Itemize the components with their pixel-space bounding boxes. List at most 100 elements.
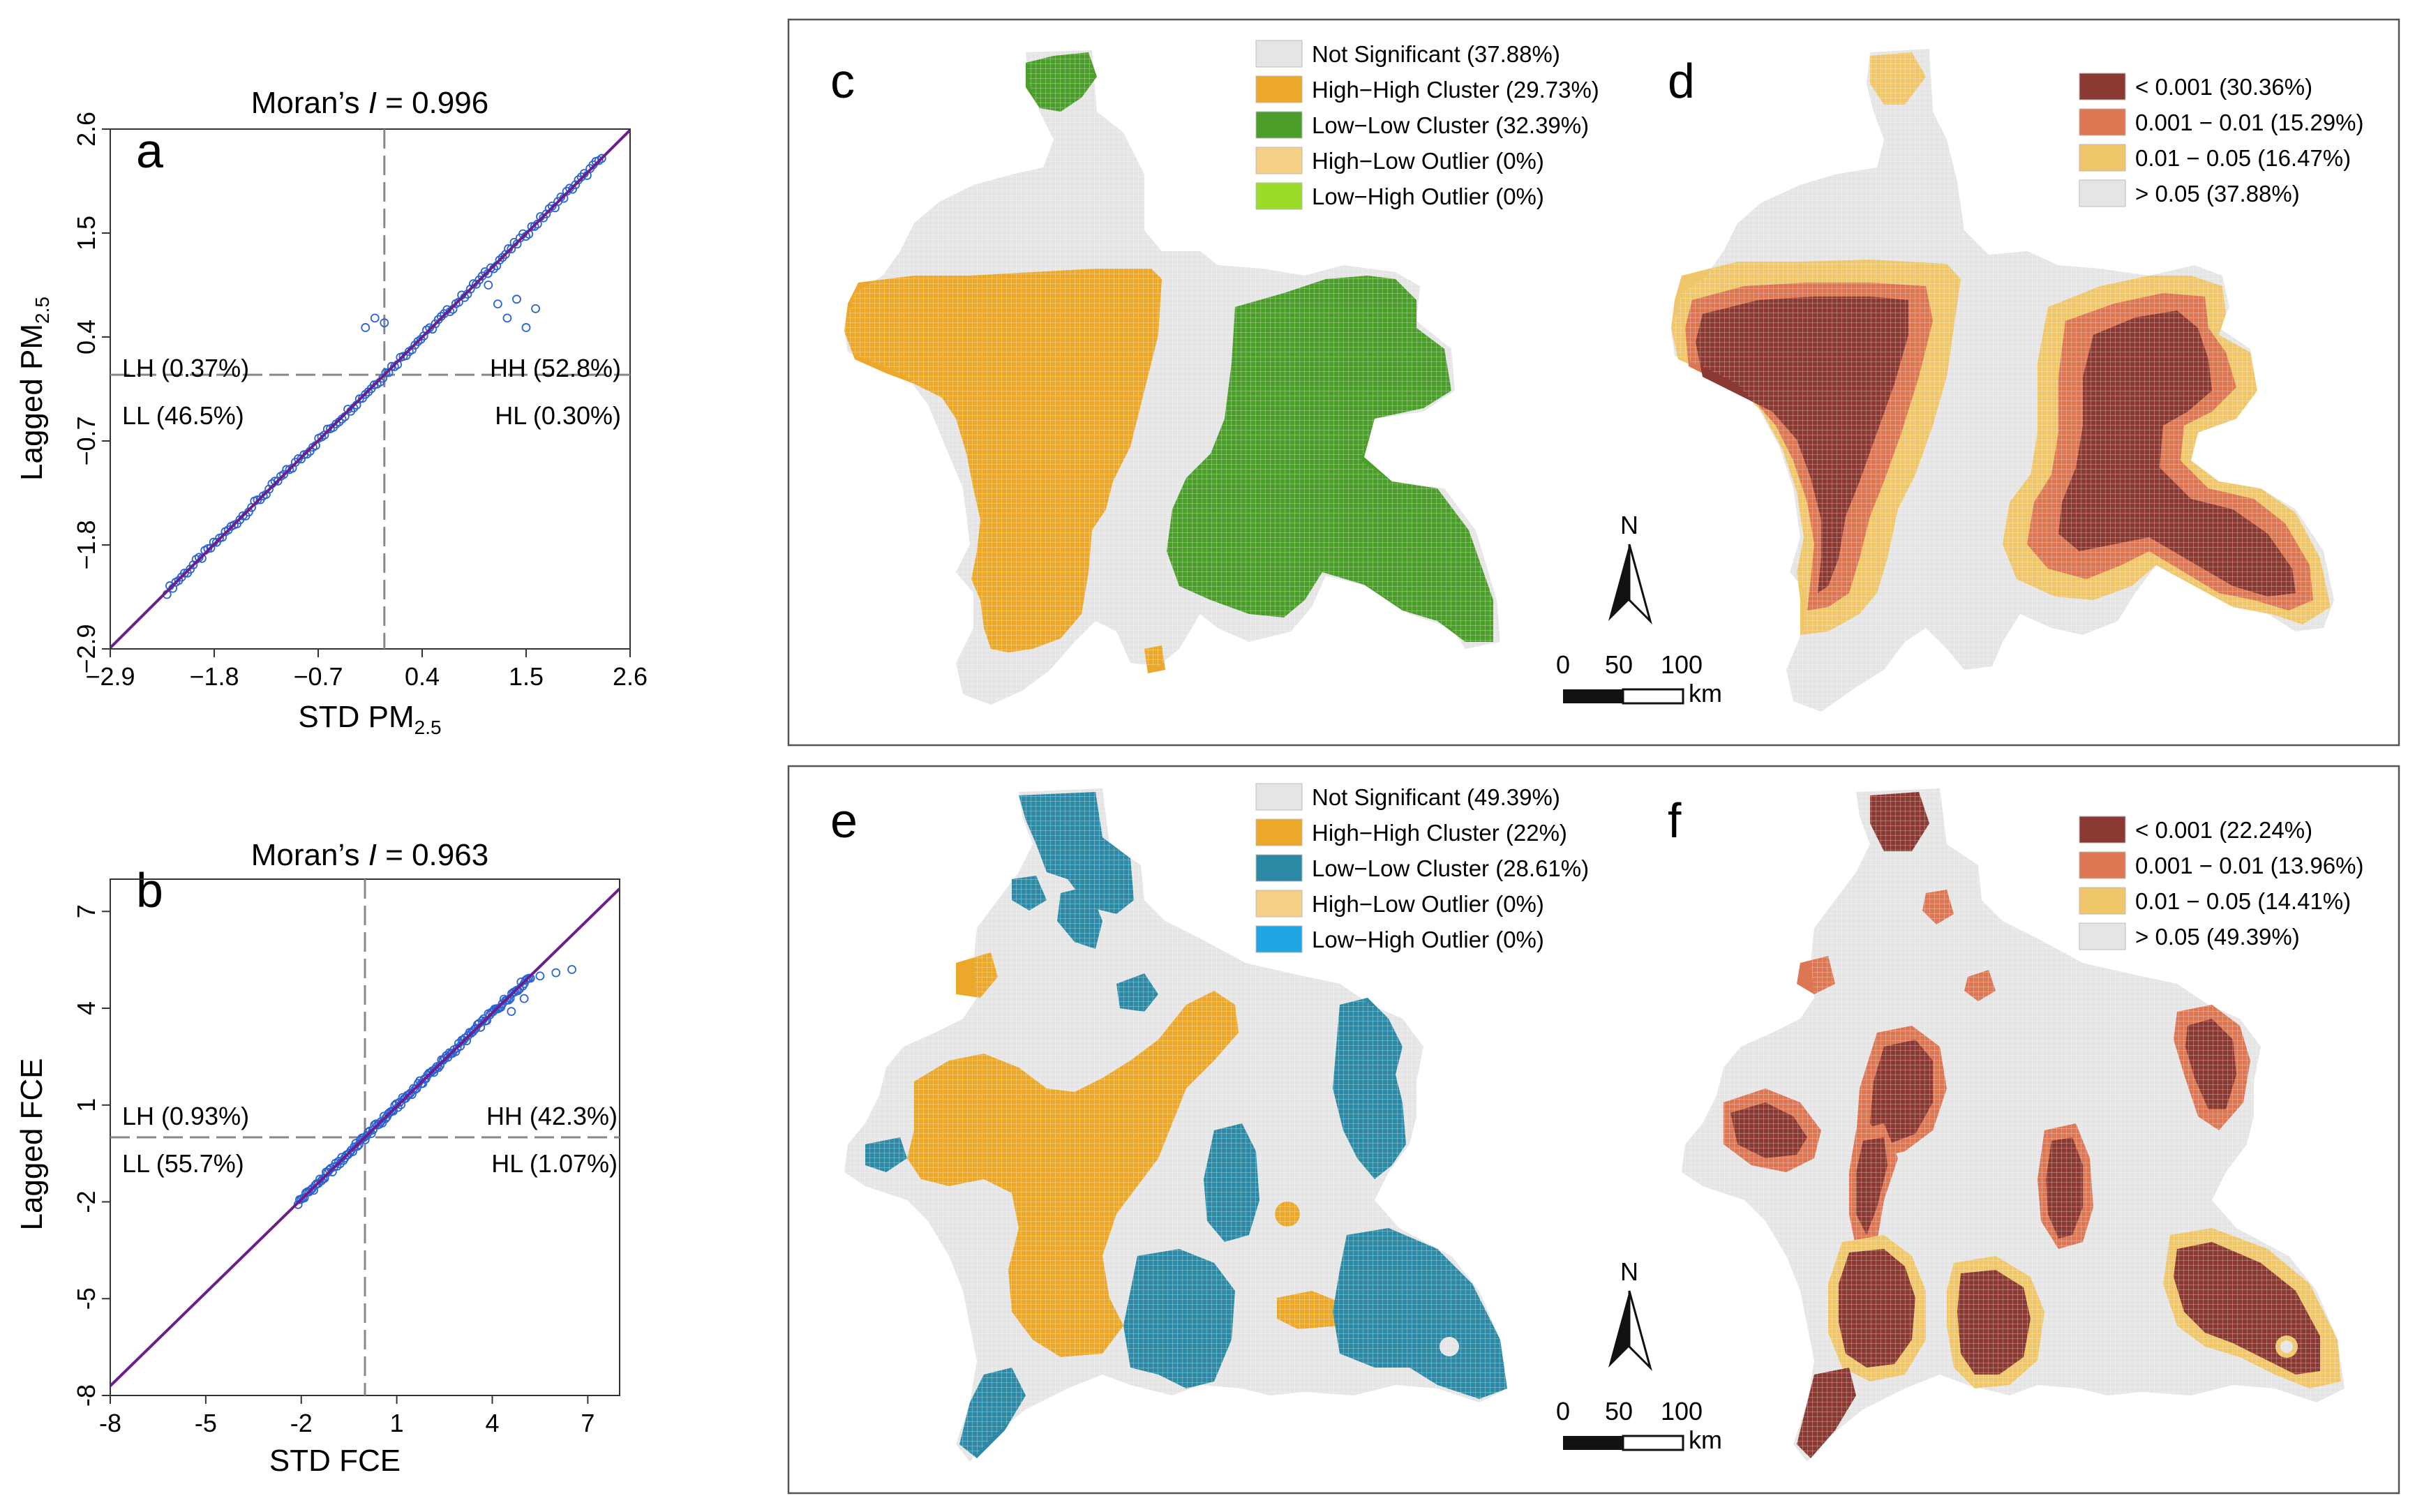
legend-swatch	[2079, 887, 2126, 915]
map-f-grid	[1682, 788, 2345, 1462]
y-tick-label: -5	[72, 1287, 100, 1310]
y-tick-label: −0.7	[72, 416, 100, 465]
north-arrow-left-top	[1608, 544, 1629, 621]
fit-line	[110, 888, 620, 1387]
scale-100-top: 100	[1661, 650, 1703, 679]
panel-a-ylabel: Lagged PM2.5	[15, 297, 53, 481]
map-frame-top: c Not Significant (37.88%) High−High Clus…	[787, 18, 2400, 747]
legend-swatch	[1255, 783, 1303, 811]
legend-label: 0.001 − 0.01 (15.29%)	[2135, 110, 2364, 135]
legend-swatch	[2079, 144, 2126, 172]
map-e-legend: Not Significant (49.39%) High−High Cluste…	[1255, 783, 1589, 953]
x-tick-label: -8	[99, 1409, 121, 1437]
map-d: d < 0.001 (30.36%) 0.001 − 0.01 (15.29%) 0…	[1668, 49, 2364, 712]
legend-swatch	[1255, 40, 1303, 68]
panel-b-quad-hl: HL (1.07%)	[491, 1149, 618, 1178]
panel-b-xlabel: STD FCE	[269, 1444, 401, 1478]
legend-label: 0.001 − 0.01 (13.96%)	[2135, 853, 2364, 878]
data-point	[294, 454, 303, 463]
legend-swatch	[2079, 851, 2126, 879]
panel-b-label: b	[136, 863, 163, 918]
legend-label: > 0.05 (37.88%)	[2135, 181, 2300, 207]
x-tick-label: 1	[390, 1409, 404, 1437]
legend-label: Not Significant (37.88%)	[1312, 41, 1560, 67]
y-tick-label: 2.6	[72, 112, 100, 147]
legend-label: Low−Low Cluster (28.61%)	[1312, 855, 1589, 881]
data-point	[458, 1035, 468, 1045]
outlier-point	[493, 299, 502, 308]
data-point	[404, 1090, 414, 1100]
legend-label: 0.01 − 0.05 (14.41%)	[2135, 888, 2351, 914]
panel-b-quad-lh: LH (0.93%)	[122, 1102, 249, 1130]
data-point	[381, 368, 391, 377]
outlier-point	[551, 968, 561, 978]
north-arrow-left-bottom	[1608, 1291, 1629, 1368]
panel-a-xlabel: STD PM2.5	[298, 700, 441, 738]
legend-label: Not Significant (49.39%)	[1312, 784, 1560, 810]
x-tick-label: -2	[290, 1409, 313, 1437]
legend-swatch	[2079, 73, 2126, 100]
y-tick-label: 4	[72, 1001, 100, 1015]
panel-a-quad-ll: LL (46.5%)	[122, 401, 244, 430]
scalebar-top: N 0 50 100 km	[1556, 511, 1722, 708]
panel-a-label: a	[136, 123, 163, 178]
legend-label: Low−High Outlier (0%)	[1312, 927, 1544, 952]
legend-label: High−Low Outlier (0%)	[1312, 891, 1544, 917]
y-tick-label: 7	[72, 904, 100, 918]
north-label-top: N	[1620, 511, 1638, 539]
x-tick-label: 0.4	[405, 662, 440, 691]
fit-line	[110, 129, 630, 649]
panel-a-ticks: −2.9 −1.8 −0.7 0.4 1.5 2.6 −2.9 −1.8 −0.7 0.4 1.5 2…	[72, 112, 648, 691]
legend-swatch	[1255, 925, 1303, 953]
legend-label: High−High Cluster (22%)	[1312, 820, 1567, 846]
panel-a-quad-hl: HL (0.30%)	[495, 401, 621, 430]
outlier-point	[531, 304, 540, 313]
x-tick-label: −2.9	[85, 662, 135, 691]
scatter-panel-b: Moran’s I = 0.963 b -8 -5 -2 1 4 7 -8 -5 -2 1 4 7 L…	[15, 838, 620, 1478]
scale-0-bottom: 0	[1556, 1397, 1570, 1425]
data-point	[387, 361, 396, 371]
x-tick-label: 2.6	[613, 662, 648, 691]
map-e: e Not Significant (49.39%) High−High Clus…	[830, 783, 1589, 1462]
outlier-point	[519, 994, 529, 1003]
legend-label: Low−High Outlier (0%)	[1312, 184, 1544, 209]
outlier-point	[512, 294, 521, 304]
map-f-label: f	[1668, 793, 1682, 848]
x-tick-label: -5	[195, 1409, 217, 1437]
north-arrow-right-top	[1628, 544, 1652, 625]
map-d-legend: < 0.001 (30.36%) 0.001 − 0.01 (15.29%) 0.0…	[2079, 73, 2364, 207]
legend-swatch	[2079, 108, 2126, 136]
data-point	[273, 477, 283, 486]
map-c-label: c	[830, 54, 855, 108]
panel-b-quad-hh: HH (42.3%)	[486, 1102, 618, 1130]
scatter-panel-a: Moran’s I = 0.996 a −2.9 −1.8 −0.7 0.4 1.5 2.…	[15, 86, 648, 738]
outlier-point	[361, 323, 371, 332]
data-point	[279, 470, 288, 479]
x-tick-label: −0.7	[293, 662, 343, 691]
legend-swatch	[1255, 147, 1303, 174]
panel-a-frame	[110, 128, 631, 650]
map-frame-bottom: e Not Significant (49.39%) High−High Clus…	[787, 765, 2400, 1495]
scale-bar-white-bottom	[1622, 1435, 1684, 1451]
map-e-label: e	[830, 793, 858, 848]
scale-unit-bottom: km	[1689, 1425, 1722, 1454]
data-point	[597, 154, 606, 163]
scale-0-top: 0	[1556, 650, 1570, 679]
data-point	[436, 312, 446, 321]
scale-unit-top: km	[1689, 679, 1722, 708]
data-point	[571, 180, 581, 190]
legend-swatch	[1255, 75, 1303, 103]
map-f: f < 0.001 (22.24%) 0.001 − 0.01 (13.96%) 0…	[1668, 788, 2364, 1462]
legend-label: High−Low Outlier (0%)	[1312, 148, 1544, 174]
legend-label: High−High Cluster (29.73%)	[1312, 77, 1599, 103]
panel-b-quad-ll: LL (55.7%)	[122, 1149, 244, 1178]
data-point	[438, 1056, 448, 1065]
y-tick-label: -2	[72, 1190, 100, 1213]
panel-a-title: Moran’s I = 0.996	[251, 86, 488, 120]
outlier-point	[535, 971, 545, 981]
scale-50-top: 50	[1605, 650, 1633, 679]
scale-50-bottom: 50	[1605, 1397, 1633, 1425]
data-point	[306, 1185, 315, 1195]
legend-label: > 0.05 (49.39%)	[2135, 924, 2300, 950]
